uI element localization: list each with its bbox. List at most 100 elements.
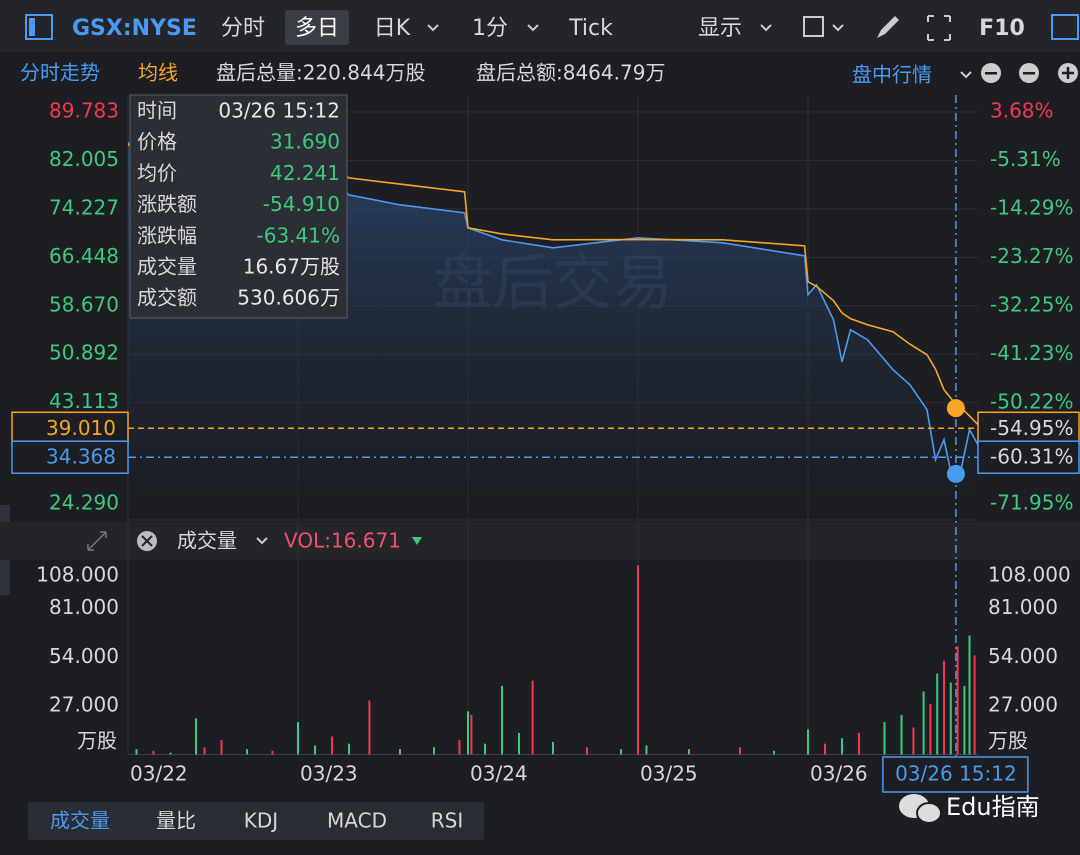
toolbar: [0, 0, 1080, 52]
bottom-tab[interactable]: 量比: [156, 809, 196, 833]
dropdown-arrow: [760, 24, 772, 32]
y2-tick-label: 108.000: [988, 563, 1071, 587]
tab[interactable]: Tick: [568, 16, 613, 41]
vol-value: VOL:16.671: [284, 529, 401, 553]
tooltip-label: 涨跌额: [137, 192, 197, 216]
tooltip-value: -54.910: [263, 192, 340, 216]
bottom-tab[interactable]: 成交量: [50, 809, 110, 833]
volume-bar: [518, 732, 520, 755]
y-tick-label: 108.000: [36, 563, 119, 587]
crosshair-label: 03/26 15:12: [895, 762, 1017, 786]
volume-bar: [936, 673, 939, 755]
y-tick-label: 66.448: [49, 244, 119, 268]
panel-icon[interactable]: [25, 14, 53, 40]
ma-label[interactable]: 均线: [138, 61, 178, 85]
tooltip-value: 42.241: [270, 161, 340, 185]
down-arrow: [412, 537, 422, 545]
zoom-out-minus: [985, 72, 997, 75]
volume-bar: [883, 722, 886, 755]
tooltip-label: 成交额: [137, 286, 197, 310]
y2-tick-label: -32.25%: [990, 292, 1073, 316]
tab[interactable]: 日K: [374, 16, 411, 41]
volume-bar: [739, 747, 741, 755]
crosshair-box: [882, 756, 1029, 793]
y2-tick-label: -50.22%: [990, 389, 1073, 413]
volume-bar: [552, 741, 554, 755]
brush-icon[interactable]: [877, 16, 899, 38]
tab-selected-bg: [285, 10, 349, 45]
zoom-reset-minus: [1023, 72, 1035, 75]
bottom-tab[interactable]: RSI: [431, 809, 464, 833]
volume-header: [0, 522, 1080, 560]
volume-bar: [348, 743, 350, 755]
unit-label: 万股: [77, 729, 117, 753]
volume-bar: [368, 700, 371, 755]
volume-bar: [773, 750, 775, 755]
y-tick-label: 24.290: [49, 491, 119, 515]
close-x: [141, 535, 153, 547]
marker-box: [11, 440, 129, 474]
session[interactable]: 盘中行情: [852, 63, 932, 87]
avg-dot: [946, 399, 965, 418]
after-hours-amount: 盘后总额:8464.79万: [476, 61, 665, 85]
bottom-tab[interactable]: MACD: [327, 809, 387, 833]
panel-icon-fill: [29, 18, 35, 36]
y-tick-label: 82.005: [49, 147, 119, 171]
x-tick-label: 03/26: [810, 762, 868, 786]
y2-tick-label: 54.000: [988, 644, 1058, 668]
tooltip-label: 价格: [137, 130, 177, 154]
volume-bar: [467, 711, 469, 755]
fullscreen-icon[interactable]: [927, 15, 951, 41]
tooltip-label: 均价: [137, 161, 177, 185]
tooltip-value: -63.41%: [257, 223, 340, 247]
volume-bar: [968, 635, 971, 755]
volume-bar: [331, 736, 333, 755]
marker-pct: -60.31%: [990, 445, 1073, 469]
bottom-tab[interactable]: KDJ: [244, 809, 278, 833]
tooltip-value: 03/26 15:12: [218, 99, 340, 123]
y2-tick-label: -71.95%: [990, 491, 1073, 515]
x-tick-label: 03/23: [300, 762, 358, 786]
y-tick-label: 81.000: [49, 595, 119, 619]
display-menu[interactable]: 显示: [698, 16, 742, 41]
tab[interactable]: 1分: [472, 16, 508, 41]
volume-bar: [531, 680, 534, 755]
x-tick-label: 03/22: [130, 762, 188, 786]
tab[interactable]: 分时: [221, 16, 265, 41]
y-tick-label: 74.227: [49, 195, 119, 219]
volume-bar: [169, 752, 172, 755]
y2-tick-label: 81.000: [988, 595, 1058, 619]
volume-bar: [220, 740, 223, 755]
tooltip-value: 16.67万股: [243, 255, 340, 279]
marker-label: 34.368: [46, 445, 116, 469]
tooltip-value: 31.690: [270, 130, 340, 154]
volume-bar: [458, 740, 461, 755]
volume-bar: [501, 686, 503, 755]
tooltip-label: 成交量: [137, 255, 197, 279]
marker-pct: -54.95%: [990, 416, 1073, 440]
y-tick-label: 43.113: [49, 389, 119, 413]
volume-bar: [203, 747, 206, 755]
volume-bar: [841, 738, 843, 755]
volume-bar: [135, 749, 138, 755]
volume-bar: [912, 727, 915, 755]
checkbox[interactable]: [803, 16, 824, 37]
volume-bar: [963, 686, 966, 755]
expand-icon[interactable]: [87, 531, 107, 551]
symbol[interactable]: GSX:NYSE: [72, 16, 197, 41]
y2-tick-label: -5.31%: [990, 147, 1061, 171]
tooltip-label: 时间: [137, 99, 177, 123]
volume-bar: [858, 732, 860, 755]
mode-label[interactable]: 分时走势: [20, 61, 100, 85]
y-tick-label: 89.783: [49, 98, 119, 122]
y2-tick-label: -41.23%: [990, 341, 1073, 365]
volume-bar: [297, 722, 299, 755]
tab[interactable]: 多日: [295, 16, 339, 41]
panel-icon[interactable]: [1051, 14, 1079, 40]
volume-bar: [929, 704, 932, 755]
volume-bar: [399, 749, 401, 755]
indicator-name[interactable]: 成交量: [177, 529, 237, 553]
f10[interactable]: F10: [979, 16, 1025, 41]
volume-bar: [152, 750, 155, 755]
